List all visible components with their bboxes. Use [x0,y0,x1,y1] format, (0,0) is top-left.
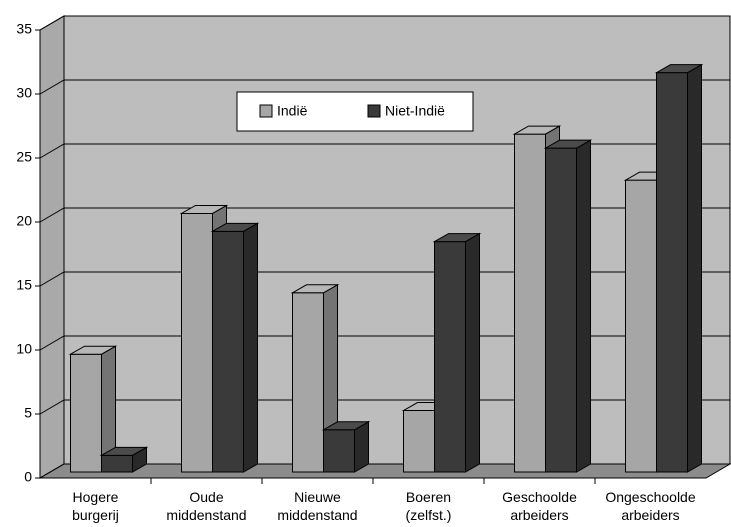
bar-front [101,454,133,473]
grid-line [39,143,730,159]
x-tick-label: Hogere burgerij [72,489,119,523]
grid-line [39,271,730,287]
x-tick-label: Ongeschoolde arbeiders [605,489,696,523]
bar [321,420,371,473]
bar-front [434,241,466,473]
bar-top [290,284,340,294]
bar [543,139,593,473]
bar-top [654,64,704,74]
x-tick-label: Nieuwe middenstand [277,489,357,523]
bar-side [576,139,591,473]
bar-side [243,222,258,473]
bar-front [656,72,688,473]
y-tick-label: 20 [16,213,32,229]
bar-top [99,446,149,456]
bar [654,63,704,473]
x-tick-label: Geschoolde arbeiders [502,489,577,523]
bar-top [210,222,260,232]
x-tick-label: Oude middenstand [166,489,246,523]
bar [432,232,482,473]
legend-swatch [367,104,381,118]
y-tick-label: 5 [24,405,32,421]
y-tick-label: 0 [24,469,32,485]
bar-top [432,233,482,243]
bar-top [179,204,229,214]
grid-line [39,15,730,31]
grid-line [39,399,730,415]
bar-front [181,212,213,473]
bar [210,222,260,473]
x-tick-label: Boeren (zelfst.) [406,489,452,523]
grid-line [39,335,730,351]
y-tick-label: 15 [16,277,32,293]
bar-front [323,429,355,473]
grid-line [39,463,730,479]
side-wall [39,15,65,479]
legend-box [236,91,474,132]
grid-line [39,79,730,95]
legend-label: Niet-Indië [385,103,445,119]
legend-swatch [259,104,273,118]
bar-side [465,232,480,473]
bar-top [543,139,593,149]
bar-front [212,230,244,473]
y-tick-label: 10 [16,341,32,357]
bar-front [514,133,546,473]
legend-label: Indië [277,103,308,119]
grid-line [39,207,730,223]
bar-front [292,292,324,473]
bar-front [545,147,577,473]
y-tick-label: 25 [16,149,32,165]
bar-top [68,345,118,355]
bar-front [70,353,102,473]
bar-side [354,420,369,473]
bar-front [625,179,657,473]
y-tick-label: 35 [16,21,32,37]
bar-front [403,410,435,473]
bar-top [512,125,562,135]
bar-top [321,421,371,431]
bar-side [687,63,702,473]
y-tick-label: 30 [16,85,32,101]
bar [99,446,149,473]
